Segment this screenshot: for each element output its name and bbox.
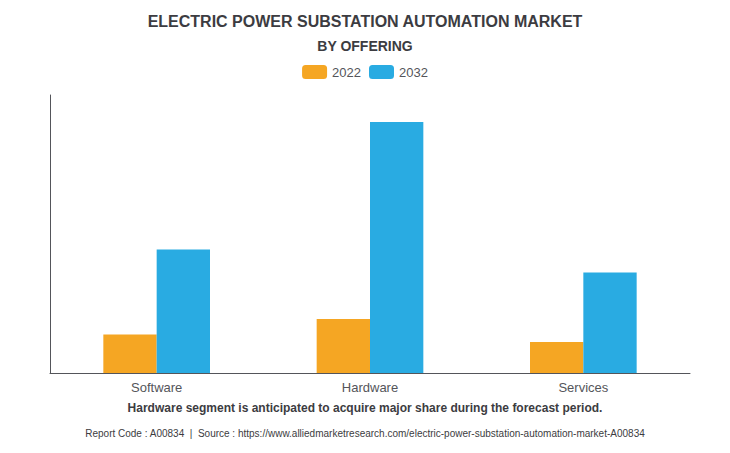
svg-text:Services: Services [558,380,608,395]
svg-text:ELECTRIC POWER SUBSTATION AUTO: ELECTRIC POWER SUBSTATION AUTOMATION MAR… [148,13,583,30]
svg-text:2032: 2032 [399,65,428,80]
svg-text:BY OFFERING: BY OFFERING [317,38,413,54]
svg-text:Hardware: Hardware [342,380,398,395]
svg-text:Hardware segment is anticipate: Hardware segment is anticipated to acqui… [128,401,603,415]
svg-text:2022: 2022 [332,65,361,80]
svg-text:Software: Software [131,380,182,395]
svg-text:Report Code : A00834 | Sourc: Report Code : A00834 | Source : https://… [85,428,645,439]
